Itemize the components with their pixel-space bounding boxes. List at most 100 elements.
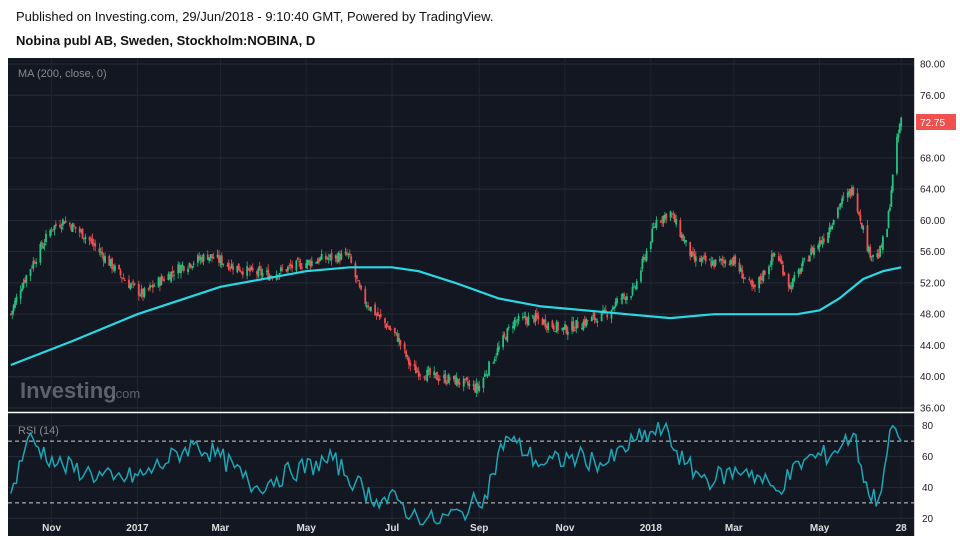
candle-body <box>209 254 212 259</box>
candle-body <box>260 268 263 276</box>
candle-body <box>616 298 618 304</box>
candle-body <box>799 269 801 274</box>
candle-body <box>109 259 112 266</box>
candle-body <box>168 274 171 280</box>
candle-body <box>114 265 116 271</box>
rsi-tick-label: 60 <box>922 452 934 463</box>
candle-body <box>370 306 372 311</box>
candle-body <box>143 288 146 297</box>
price-axis: 80.0076.0072.0068.0064.0060.0056.0052.00… <box>920 60 945 415</box>
candle-body <box>160 276 163 286</box>
candle-body <box>541 318 544 325</box>
candle-body <box>476 383 479 390</box>
candle-body <box>386 326 389 328</box>
candle-body <box>417 370 420 377</box>
candle-body <box>388 326 391 330</box>
candle-body <box>900 117 903 127</box>
candle-body <box>896 136 898 174</box>
candle-body <box>772 252 775 257</box>
candle-body <box>226 265 229 267</box>
candle-body <box>419 374 422 376</box>
candle-body <box>485 374 488 376</box>
candle-body <box>74 226 77 229</box>
candle-body <box>81 228 84 239</box>
candle-body <box>53 225 56 231</box>
candle-body <box>506 328 509 342</box>
candle-body <box>73 225 76 227</box>
candle-body <box>551 320 554 328</box>
candle-body <box>403 343 406 350</box>
candle-body <box>801 260 804 267</box>
candle-body <box>593 313 596 320</box>
symbol-title: Nobina publ AB, Sweden, Stockholm:NOBINA… <box>16 33 316 48</box>
candle-body <box>208 257 211 261</box>
candle-body <box>797 269 800 275</box>
candle-body <box>768 266 770 275</box>
candle-body <box>898 124 901 133</box>
time-tick-label: May <box>810 523 830 534</box>
price-tick-label: 60.00 <box>920 216 945 227</box>
candle-body <box>119 270 122 276</box>
candle-body <box>337 252 340 262</box>
candle-body <box>52 229 54 231</box>
candle-body <box>196 255 199 263</box>
candle-body <box>427 369 430 371</box>
candle-body <box>831 225 834 229</box>
candle-body <box>523 316 526 318</box>
candle-body <box>502 335 505 348</box>
candle-body <box>443 375 445 379</box>
price-tick-label: 56.00 <box>920 247 945 258</box>
candle-body <box>665 213 668 220</box>
time-tick-label: May <box>296 523 316 534</box>
candle-body <box>334 255 337 259</box>
candle-body <box>880 245 883 248</box>
candle-body <box>876 253 879 258</box>
candle-body <box>561 328 564 330</box>
candle-body <box>685 240 687 243</box>
candle-body <box>64 220 67 223</box>
candle-body <box>730 259 732 265</box>
candle-body <box>296 258 299 261</box>
candle-body <box>170 271 173 282</box>
candle-body <box>897 133 900 138</box>
candle-body <box>240 271 243 273</box>
candle-body <box>230 263 233 269</box>
time-axis: Nov 2017 Mar May Jul Sep Nov 2018 Mar May 28 <box>42 523 907 534</box>
time-tick-label: Mar <box>211 523 229 534</box>
candle-body <box>741 269 744 279</box>
candle-body <box>596 320 599 323</box>
candle-body <box>452 375 455 380</box>
candle-body <box>49 230 52 237</box>
candle-body <box>384 318 386 324</box>
candle-body <box>782 264 784 275</box>
candle-body <box>862 226 865 230</box>
candle-body <box>415 366 417 374</box>
candle-body <box>50 230 53 232</box>
candle-body <box>91 238 94 245</box>
candle-body <box>192 263 195 265</box>
candle-body <box>285 269 288 272</box>
time-tick-label: Jul <box>385 523 400 534</box>
candle-body <box>206 254 209 260</box>
candle-body <box>163 279 166 281</box>
candle-body <box>610 310 613 319</box>
candle-body <box>406 355 409 357</box>
candle-body <box>790 286 793 290</box>
candle-body <box>734 255 737 264</box>
candle-body <box>742 277 745 279</box>
candle-body <box>592 315 595 317</box>
candle-body <box>630 296 633 298</box>
candle-body <box>358 282 361 287</box>
candle-body <box>641 258 644 269</box>
candle-body <box>171 271 174 273</box>
candle-body <box>869 247 872 258</box>
candle-body <box>793 275 796 281</box>
candle-body <box>557 322 559 331</box>
candle-body <box>699 257 701 262</box>
candle-body <box>846 192 849 198</box>
candle-body <box>257 268 260 277</box>
candle-body <box>818 240 821 247</box>
candle-body <box>15 296 18 303</box>
candle-body <box>129 284 132 290</box>
